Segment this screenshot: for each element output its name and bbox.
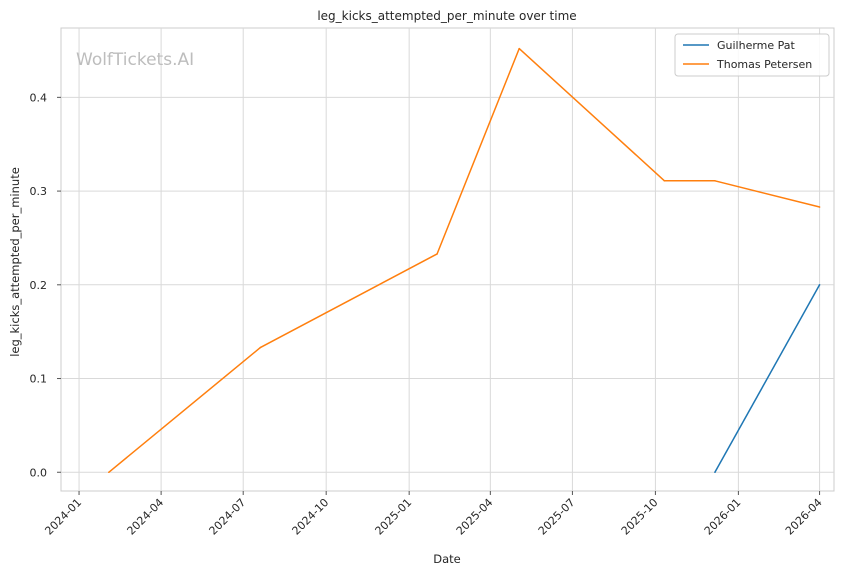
data-point-guilherme-pat [714, 471, 716, 474]
data-point-thomas-petersen [108, 471, 110, 474]
plot-area [60, 27, 835, 492]
y-tick-label: 0.0 [30, 466, 48, 479]
y-tick-label: 0.4 [30, 91, 48, 104]
y-axis-ticks: 0.0 0.1 0.2 0.3 0.4 [30, 91, 61, 479]
data-point-thomas-petersen [259, 346, 262, 349]
y-tick-label: 0.2 [30, 279, 48, 292]
series-line-guilherme-pat [714, 284, 821, 473]
y-axis-title: leg_kicks_attempted_per_minute [8, 167, 22, 357]
legend-label-thomas-petersen: Thomas Petersen [716, 58, 812, 71]
x-axis-title: Date [433, 552, 461, 566]
data-point-thomas-petersen [663, 179, 666, 182]
data-point-thomas-petersen [818, 206, 821, 208]
series-layer [108, 47, 821, 474]
data-point-thomas-petersen [518, 47, 521, 50]
y-tick-label: 0.3 [30, 185, 48, 198]
y-tick-label: 0.1 [30, 373, 48, 386]
data-point-thomas-petersen [436, 253, 438, 255]
legend-label-guilherme-pat: Guilherme Pat [717, 39, 796, 52]
chart-title: leg_kicks_attempted_per_minute over time [317, 9, 576, 23]
watermark: WolfTickets.AI [76, 50, 194, 70]
data-point-guilherme-pat [818, 284, 821, 286]
grid-lines [61, 28, 834, 491]
data-point-thomas-petersen [714, 179, 716, 182]
legend-box [674, 33, 830, 77]
legend: Guilherme Pat Thomas Petersen [674, 33, 830, 77]
